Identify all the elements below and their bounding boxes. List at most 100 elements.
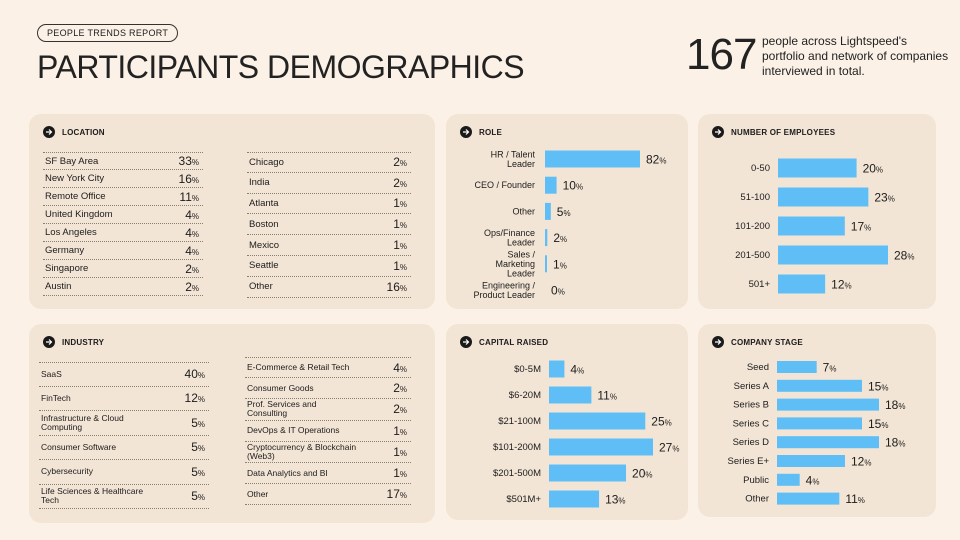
page-title: PARTICIPANTS DEMOGRAPHICS (37, 49, 525, 85)
bar (778, 274, 826, 294)
stage-chart: Seed 7% Series A 15% Series B 18% Series C 15% S… (728, 361, 906, 507)
row-label: New York City (45, 173, 105, 184)
table-row: India 2% (247, 173, 411, 194)
row-value: 16% (386, 279, 407, 294)
row-label: Los Angeles (45, 227, 97, 238)
bar (549, 490, 600, 508)
table-row: Los Angeles 4% (43, 224, 203, 242)
bar (545, 202, 551, 220)
data-label: 23% (874, 191, 894, 205)
arrow-right-icon (43, 336, 55, 348)
table-row: Chicago 2% (247, 152, 411, 173)
table-row: Singapore 2% (43, 260, 203, 278)
row-label: India (249, 177, 270, 189)
data-label: 20% (863, 162, 883, 176)
total-count: 167 (686, 30, 757, 79)
row-value: 40% (184, 367, 205, 382)
row-label: Mexico (249, 239, 280, 251)
bar (777, 379, 862, 392)
bar (777, 398, 879, 411)
category-label: 0-50 (751, 163, 770, 174)
row-label: Chicago (249, 156, 284, 168)
row-value: 16% (178, 171, 199, 186)
table-row: New York City 16% (43, 170, 203, 188)
arrow-right-icon (712, 336, 724, 348)
bar (777, 473, 800, 486)
row-value: 12% (184, 391, 205, 406)
data-label: 12% (831, 278, 851, 292)
row-value: 2% (393, 155, 407, 170)
location-title: LOCATION (62, 127, 105, 137)
bar (778, 245, 888, 265)
capital-title: CAPITAL RAISED (479, 337, 549, 347)
table-row: Cybersecurity 5% (39, 460, 209, 485)
row-label: Data Analytics and BI (247, 467, 328, 478)
row-value: 1% (393, 238, 407, 253)
location-header: LOCATION (43, 126, 105, 138)
report-tag: PEOPLE TRENDS REPORT (37, 24, 179, 42)
row-label: Prof. Services and Consulting (247, 399, 317, 419)
data-label: 15% (868, 417, 888, 431)
bar (545, 255, 547, 273)
table-row: Austin 2% (43, 278, 203, 296)
bar (777, 436, 879, 449)
bar (545, 229, 548, 247)
data-label: 18% (885, 398, 905, 412)
row-value: 1% (393, 258, 407, 273)
row-value: 33% (178, 154, 199, 168)
data-label: 27% (659, 441, 679, 455)
data-label: 82% (646, 153, 666, 167)
arrow-right-icon (460, 336, 472, 348)
category-label: Seed (747, 362, 769, 373)
category-label: Ops/Finance Leader (484, 228, 535, 248)
capital-header: CAPITAL RAISED (460, 336, 548, 348)
row-value: 2% (185, 279, 199, 294)
industry-header: INDUSTRY (43, 336, 104, 348)
capital-card: CAPITAL RAISED $0-5M 4% $6-20M 11% $21-100M 2… (446, 324, 688, 520)
category-label: 501+ (749, 279, 771, 290)
row-value: 1% (393, 217, 407, 232)
row-label: Infrastructure & Cloud Computing (41, 412, 124, 432)
arrow-right-icon (460, 126, 472, 138)
category-label: $201-500M (493, 468, 541, 479)
location-card: LOCATION SF Bay Area 33% New York City 16% R… (29, 114, 435, 309)
category-label: Other (745, 494, 769, 505)
row-value: 17% (386, 487, 407, 502)
location-table-2: Chicago 2% India 2% Atlanta 1% Boston 1% Mexico 1… (247, 152, 411, 298)
category-label: Series D (733, 437, 770, 448)
bar (549, 464, 627, 482)
row-value: 2% (393, 175, 407, 190)
row-label: Austin (45, 281, 72, 292)
table-row: Other 17% (245, 484, 411, 506)
stage-title: COMPANY STAGE (731, 337, 803, 347)
data-label: 25% (651, 415, 671, 429)
row-value: 5% (191, 415, 205, 430)
row-label: DevOps & IT Operations (247, 425, 340, 436)
category-label: CEO / Founder (474, 180, 535, 190)
category-label: $0-5M (514, 364, 541, 375)
data-label: 7% (823, 361, 837, 375)
bar (545, 150, 640, 168)
arrow-right-icon (712, 126, 724, 138)
category-label: Series B (733, 400, 769, 411)
table-row: United Kingdom 4% (43, 206, 203, 224)
role-chart: HR / Talent Leader 82% CEO / Founder 10% Othe… (473, 149, 666, 300)
stage-header: COMPANY STAGE (712, 336, 803, 348)
data-label: 2% (553, 231, 567, 245)
category-label: Other (512, 206, 535, 216)
bar (778, 187, 869, 207)
table-row: Other 16% (247, 277, 411, 298)
category-label: Series A (734, 381, 770, 392)
table-row: Data Analytics and BI 1% (245, 463, 411, 485)
stage-card: COMPANY STAGE Seed 7% Series A 15% Series B 1… (698, 324, 936, 517)
data-label: 11% (845, 492, 865, 506)
data-label: 18% (885, 436, 905, 450)
data-label: 4% (806, 473, 820, 487)
table-row: Remote Office 11% (43, 188, 203, 206)
table-row: SaaS 40% (39, 362, 209, 387)
employees-card: NUMBER OF EMPLOYEES 0-50 20% 51-100 23% 101-… (698, 114, 936, 309)
bar (777, 455, 845, 467)
row-label: Other (249, 281, 273, 293)
table-row: Life Sciences & Healthcare Tech 5% (39, 485, 209, 509)
category-label: Series C (733, 418, 770, 429)
